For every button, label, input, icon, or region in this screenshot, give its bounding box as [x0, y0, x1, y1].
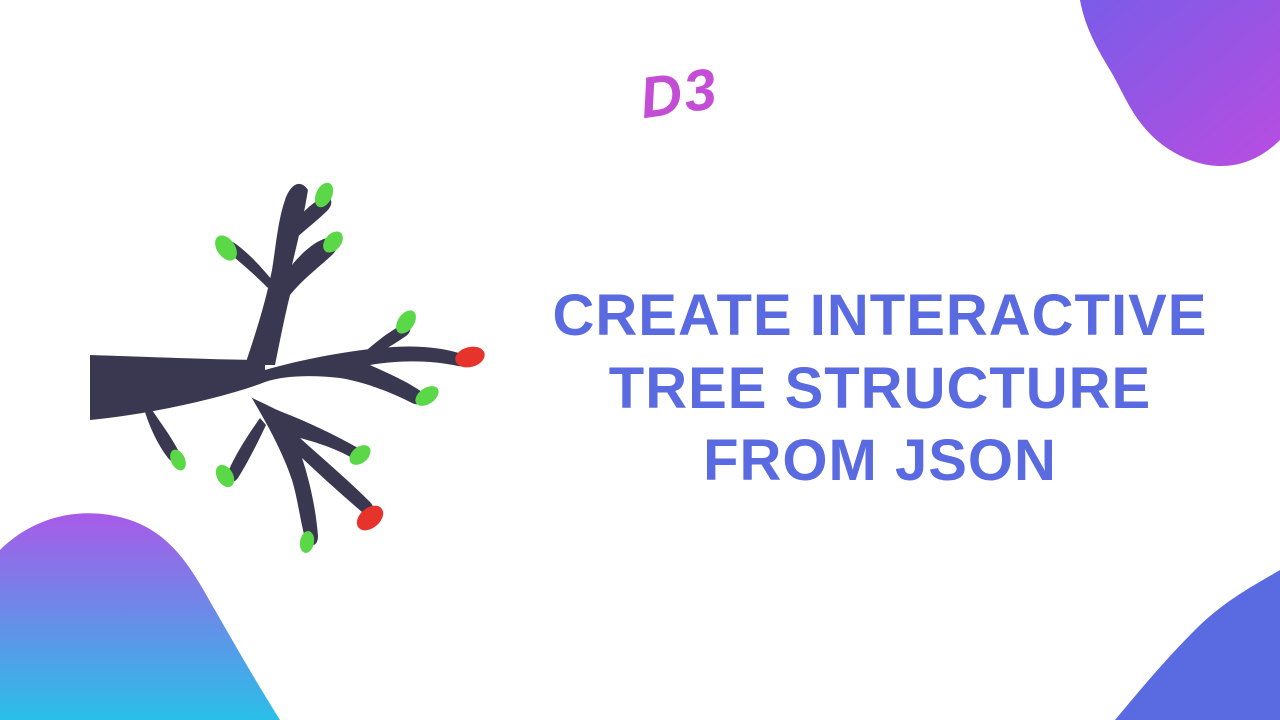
corner-top-right: [1020, 0, 1280, 200]
headline-text: CREATE INTERACTIVE TREE STRUCTURE FROM J…: [520, 280, 1240, 498]
corner-bottom-right: [1060, 560, 1280, 720]
tree-illustration: [90, 160, 510, 580]
library-label: D3: [636, 55, 723, 132]
